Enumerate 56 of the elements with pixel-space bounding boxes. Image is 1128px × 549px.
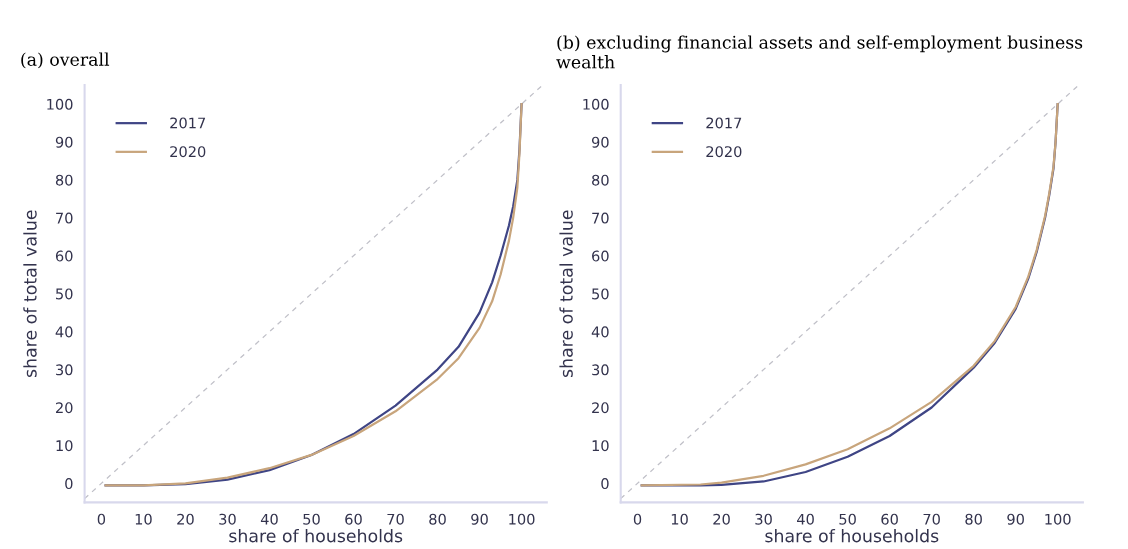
- y-tick-label: 100: [47, 98, 73, 110]
- x-tick-label: 30: [219, 513, 236, 525]
- x-tick-label: 70: [387, 513, 404, 525]
- y-axis-title: share of total value: [559, 210, 573, 378]
- x-tick-label: 100: [1045, 513, 1071, 525]
- y-tick-label: 50: [56, 288, 73, 300]
- x-axis-title: share of households: [229, 528, 403, 543]
- line-series: [640, 102, 1059, 487]
- y-tick-label: 10: [56, 440, 73, 452]
- y-tick-label: 30: [592, 364, 609, 376]
- legend-label: 2020: [170, 146, 206, 158]
- x-tick-label: 80: [429, 513, 446, 525]
- y-tick-label: 40: [591, 326, 609, 338]
- x-axis-title: share of households: [765, 528, 939, 543]
- x-tick-label: 70: [923, 513, 940, 525]
- x-tick-label: 40: [797, 513, 814, 525]
- y-tick-label: 0: [65, 478, 73, 490]
- y-tick-label: 60: [592, 250, 609, 262]
- x-tick-label: 80: [965, 513, 982, 525]
- x-tick-label: 60: [345, 513, 362, 525]
- y-tick-label: 20: [56, 402, 73, 414]
- y-tick-label: 100: [583, 98, 609, 110]
- x-tick-label: 0: [633, 513, 642, 525]
- x-tick-label: 40: [260, 513, 278, 525]
- y-tick-label: 10: [592, 440, 609, 452]
- x-tick-label: 0: [97, 513, 106, 525]
- x-tick-label: 50: [303, 513, 320, 525]
- y-tick-label: 90: [591, 136, 609, 148]
- x-tick-label: 90: [1007, 513, 1024, 525]
- chart-title: (b) excluding financial assets and self-employment business wealth: [556, 35, 1083, 69]
- x-tick-label: 60: [881, 513, 898, 525]
- x-tick-label: 10: [671, 513, 688, 525]
- y-tick-label: 0: [601, 478, 609, 490]
- legend-label: 2017: [170, 117, 206, 129]
- y-tick-label: 30: [56, 364, 73, 376]
- legend-label: 2020: [706, 146, 742, 158]
- line-series: [104, 102, 523, 487]
- y-tick-label: 80: [592, 174, 609, 186]
- x-tick-label: 10: [135, 513, 152, 525]
- y-tick-label: 80: [55, 174, 73, 186]
- legend-label: 2017: [706, 117, 742, 129]
- y-tick-label: 60: [55, 250, 73, 262]
- x-tick-label: 90: [471, 513, 488, 525]
- x-tick-label: 50: [839, 513, 856, 525]
- x-tick-label: 30: [755, 513, 772, 525]
- y-tick-label: 70: [592, 212, 609, 224]
- y-tick-label: 20: [592, 402, 609, 414]
- chart-title: (a) overall: [21, 52, 110, 69]
- y-tick-label: 70: [56, 212, 73, 224]
- y-tick-label: 50: [592, 288, 609, 300]
- x-tick-label: 100: [509, 513, 535, 525]
- x-tick-label: 20: [177, 513, 194, 525]
- y-tick-label: 90: [55, 136, 73, 148]
- y-tick-label: 40: [55, 326, 73, 338]
- x-tick-label: 20: [713, 513, 730, 525]
- y-axis-title: share of total value: [23, 210, 37, 378]
